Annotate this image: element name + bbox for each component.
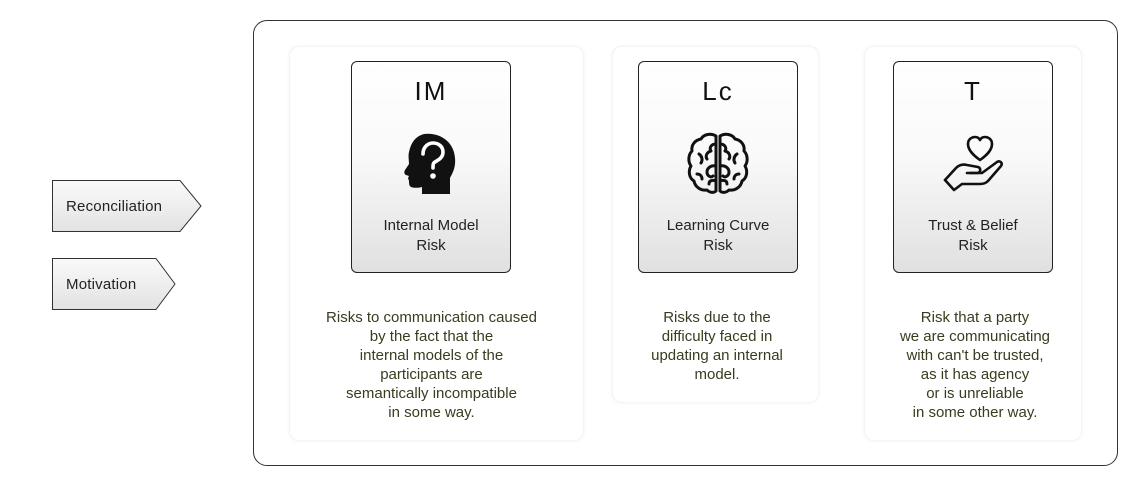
risk-card-learning-curve: Lc Learning Curve Risk xyxy=(638,61,798,273)
risk-description-learning-curve: Risks due to the difficulty faced in upd… xyxy=(651,309,783,383)
head-question-icon xyxy=(404,133,456,194)
tag-label: Reconciliation xyxy=(66,197,163,215)
risk-name: Learning Curve Risk xyxy=(666,217,770,254)
tag-arrow-shape xyxy=(52,258,176,310)
risk-description-trust-belief: Risk that a party we are communicating w… xyxy=(899,309,1051,421)
tag-reconciliation: Reconciliation xyxy=(52,180,202,232)
risk-card-internal-model: IM Internal Model Risk xyxy=(351,61,511,273)
hand-heart-icon xyxy=(943,135,1003,192)
risk-abbreviation: IM xyxy=(414,76,448,106)
risk-abbreviation: Lc xyxy=(702,76,734,106)
tag-motivation: Motivation xyxy=(52,258,176,310)
risk-abbreviation: T xyxy=(964,76,982,106)
risk-name: Internal Model Risk xyxy=(383,217,479,254)
risk-card-trust-belief: T Trust & Belief Risk xyxy=(893,61,1053,273)
brain-icon xyxy=(687,132,749,194)
tag-label: Motivation xyxy=(66,275,137,293)
tag-arrow-shape xyxy=(52,180,202,232)
risk-name: Trust & Belief Risk xyxy=(928,217,1018,254)
risk-description-internal-model: Risks to communication caused by the fac… xyxy=(326,309,537,421)
